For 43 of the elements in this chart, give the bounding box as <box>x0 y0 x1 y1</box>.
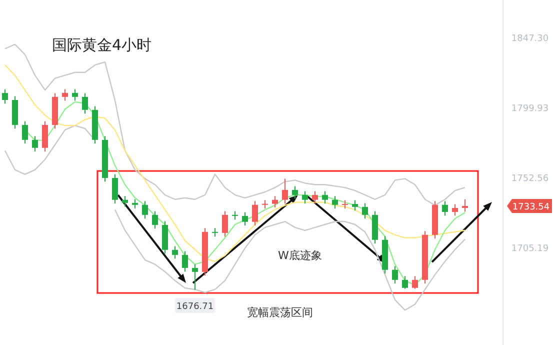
candlestick <box>302 190 308 204</box>
candlestick <box>282 178 288 204</box>
candlestick <box>82 92 88 114</box>
text: 国际黄金4小时 <box>52 36 152 54</box>
candlestick <box>362 202 368 220</box>
candlestick <box>312 190 318 204</box>
y-tick-label: 1752.56 <box>511 174 549 184</box>
candlestick <box>402 276 408 290</box>
candlestick <box>442 200 448 216</box>
candlestick <box>112 174 118 204</box>
candlestick <box>132 198 138 210</box>
candlestick <box>62 88 68 102</box>
candlestick <box>242 212 248 226</box>
candlestick <box>32 136 38 152</box>
candlestick <box>332 196 338 210</box>
candlestick <box>412 276 418 290</box>
candlestick <box>172 246 178 260</box>
candlestick <box>392 266 398 284</box>
candlestick <box>2 88 8 104</box>
y-tick-label: 1847.30 <box>511 34 549 44</box>
candlestick <box>122 196 128 208</box>
candlestick <box>292 186 298 200</box>
candlestick <box>322 190 328 204</box>
candlestick <box>152 210 158 230</box>
candlestick <box>462 198 468 212</box>
y-tick-label: 1799.93 <box>511 104 549 114</box>
y-tick-label: 1705.19 <box>511 244 549 254</box>
candlestick <box>222 210 228 238</box>
candlestick <box>42 120 48 152</box>
text: 1733.54 <box>512 202 550 212</box>
annotation: 1676.71 <box>176 302 214 312</box>
line-series <box>4 64 466 262</box>
candlestick <box>252 200 258 226</box>
candlestick <box>192 264 198 290</box>
candlestick <box>182 250 188 272</box>
annotation: 宽幅震荡区间 <box>247 306 313 319</box>
candlestick <box>272 196 278 208</box>
candlestick <box>22 120 28 144</box>
candlestick <box>452 204 458 216</box>
candlestick <box>142 200 148 220</box>
candlestick <box>72 88 78 102</box>
annotation: W底迹象 <box>278 249 322 262</box>
candlestick <box>352 200 358 212</box>
